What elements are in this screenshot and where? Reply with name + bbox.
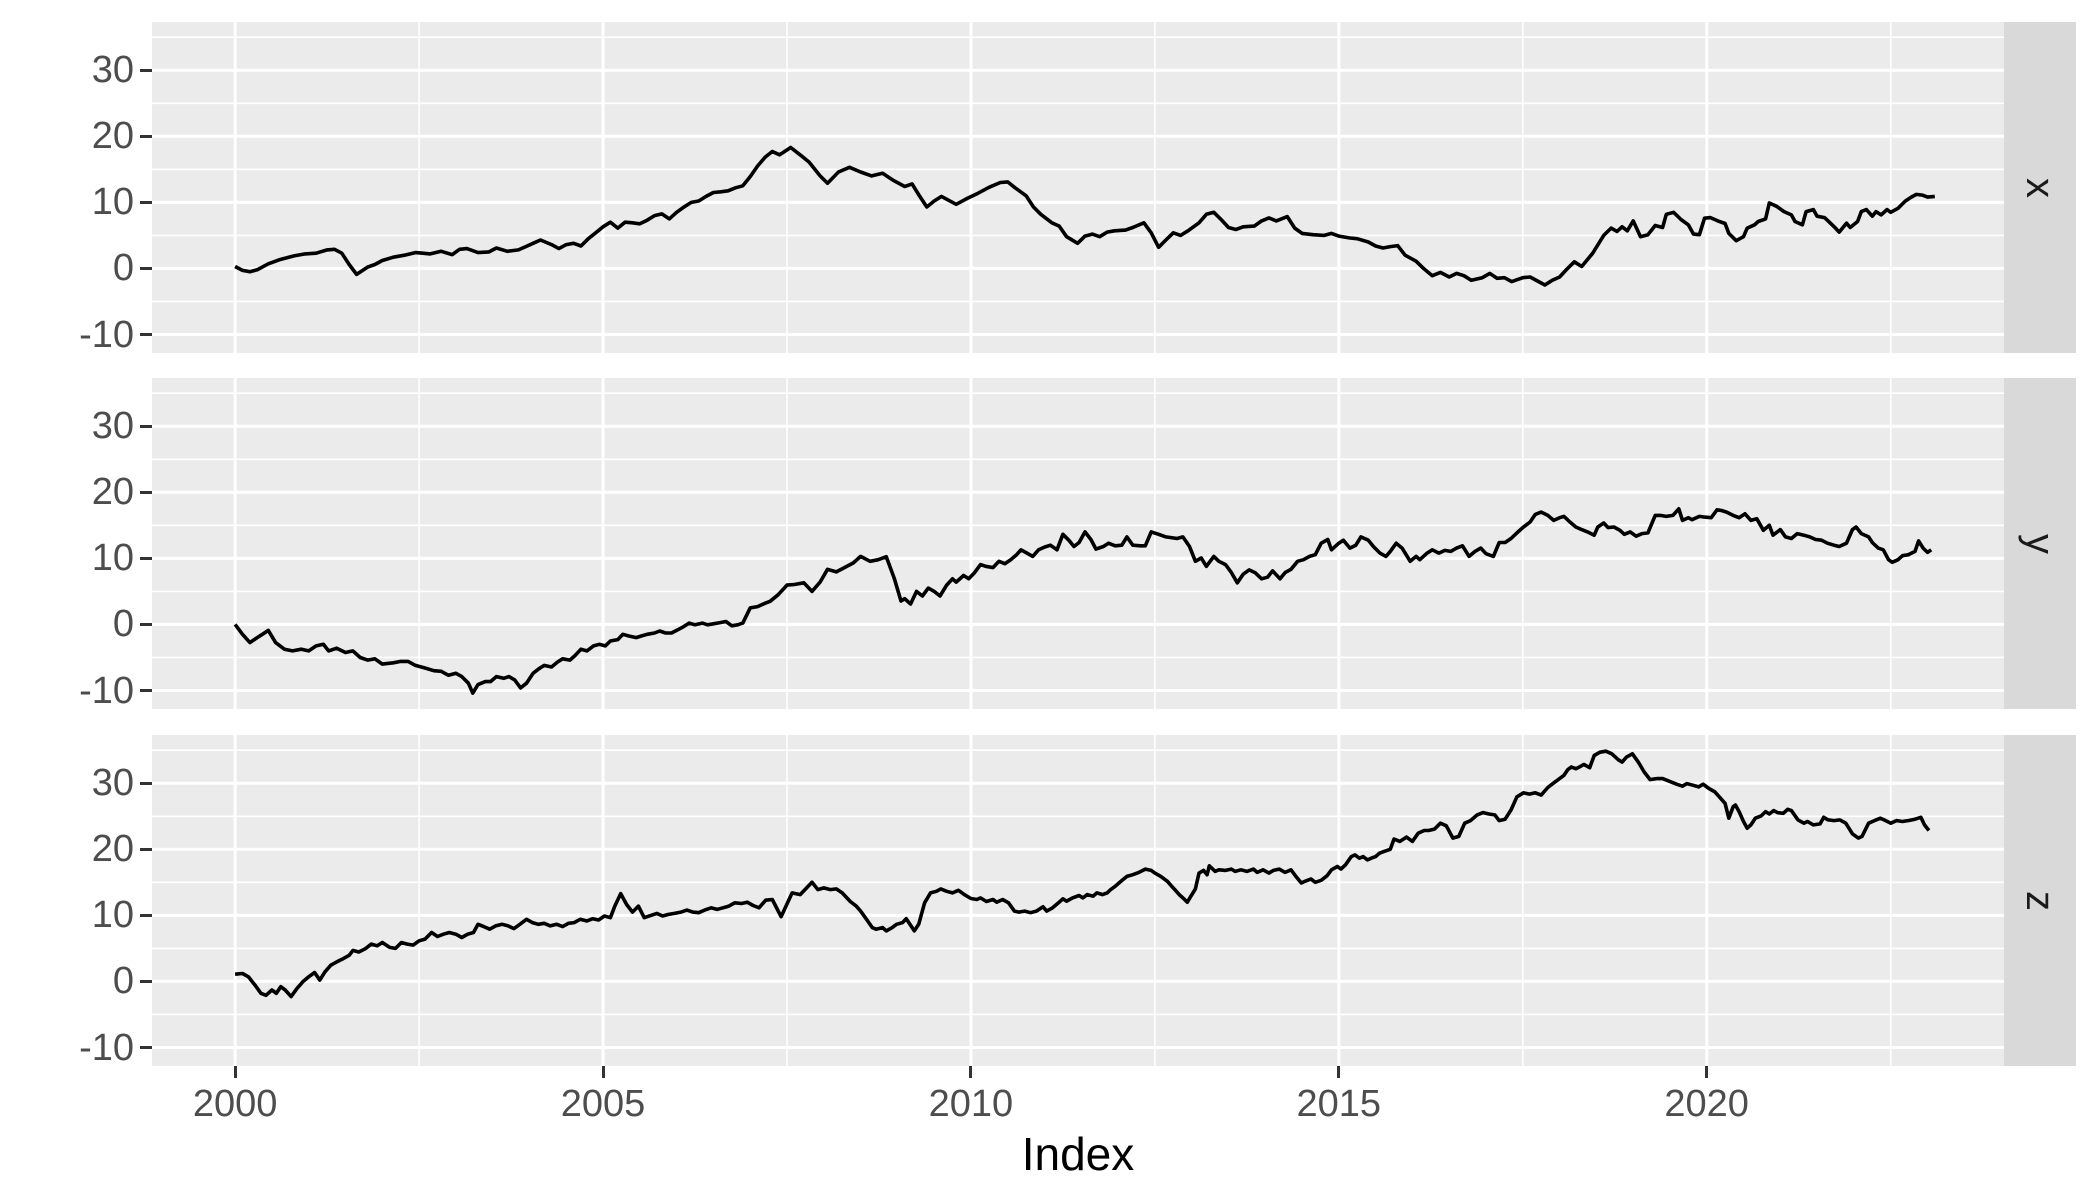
y-axis-tick-label: 10 xyxy=(91,181,134,224)
facet-panel-z xyxy=(152,735,2004,1066)
y-axis-tick xyxy=(140,200,152,204)
y-axis-tick xyxy=(140,556,152,560)
y-axis-tick xyxy=(140,622,152,626)
x-axis-tick-label: 2020 xyxy=(1664,1083,1749,1125)
facet-strip-x: x xyxy=(2004,22,2076,353)
y-axis-tick xyxy=(140,1046,152,1049)
facet-panel-y xyxy=(152,378,2004,709)
y-axis-tick xyxy=(140,333,152,336)
x-axis-tick xyxy=(969,1066,973,1078)
y-axis-tick-label: -10 xyxy=(79,313,134,356)
y-axis-tick-label: 30 xyxy=(91,405,134,448)
x-axis-tick-label: 2000 xyxy=(192,1083,278,1125)
facet-strip-label: y xyxy=(2018,533,2062,554)
y-axis-tick xyxy=(140,913,152,917)
y-axis-tick-label: -10 xyxy=(79,669,134,712)
y-axis-tick xyxy=(140,781,152,785)
y-axis-tick-label: 0 xyxy=(112,603,134,646)
y-axis-tick-label: 20 xyxy=(91,828,134,871)
series-line-y xyxy=(233,507,1933,695)
series-line-x xyxy=(234,145,1935,287)
y-axis-tick xyxy=(140,979,152,983)
y-axis-tick xyxy=(140,689,152,692)
x-axis-title: Index xyxy=(1021,1128,1135,1180)
y-axis-tick xyxy=(140,134,152,138)
y-axis-tick xyxy=(140,847,152,851)
y-axis-tick xyxy=(140,490,152,494)
x-axis-tick-label: 2015 xyxy=(1296,1083,1382,1125)
x-axis-tick xyxy=(1337,1066,1341,1078)
y-axis-tick xyxy=(140,266,152,270)
y-axis-tick-label: 30 xyxy=(91,49,134,92)
y-axis-tick-label: 0 xyxy=(112,960,134,1003)
y-axis-tick-label: 20 xyxy=(91,115,134,158)
y-axis-tick-label: 0 xyxy=(112,247,134,290)
series-line-z xyxy=(234,749,1931,999)
facet-strip-z: z xyxy=(2004,735,2076,1066)
y-axis-tick xyxy=(140,424,152,428)
x-axis-tick-label: 2010 xyxy=(928,1083,1014,1125)
y-axis-tick-label: 10 xyxy=(91,537,134,580)
facet-panel-x xyxy=(152,22,2004,353)
y-axis-tick-label: -10 xyxy=(79,1026,134,1069)
x-axis-tick-label: 2005 xyxy=(560,1083,646,1125)
y-axis-tick xyxy=(140,68,152,72)
y-axis-tick-label: 30 xyxy=(91,762,134,805)
facet-strip-y: y xyxy=(2004,378,2076,709)
y-axis-tick-label: 10 xyxy=(91,894,134,937)
facet-strip-label: z xyxy=(2018,890,2062,911)
x-axis-tick xyxy=(601,1066,605,1078)
facet-strip-label: x xyxy=(2018,177,2062,198)
x-axis-tick xyxy=(233,1066,237,1078)
y-axis-tick-label: 20 xyxy=(91,471,134,514)
x-axis-tick xyxy=(1705,1066,1709,1078)
